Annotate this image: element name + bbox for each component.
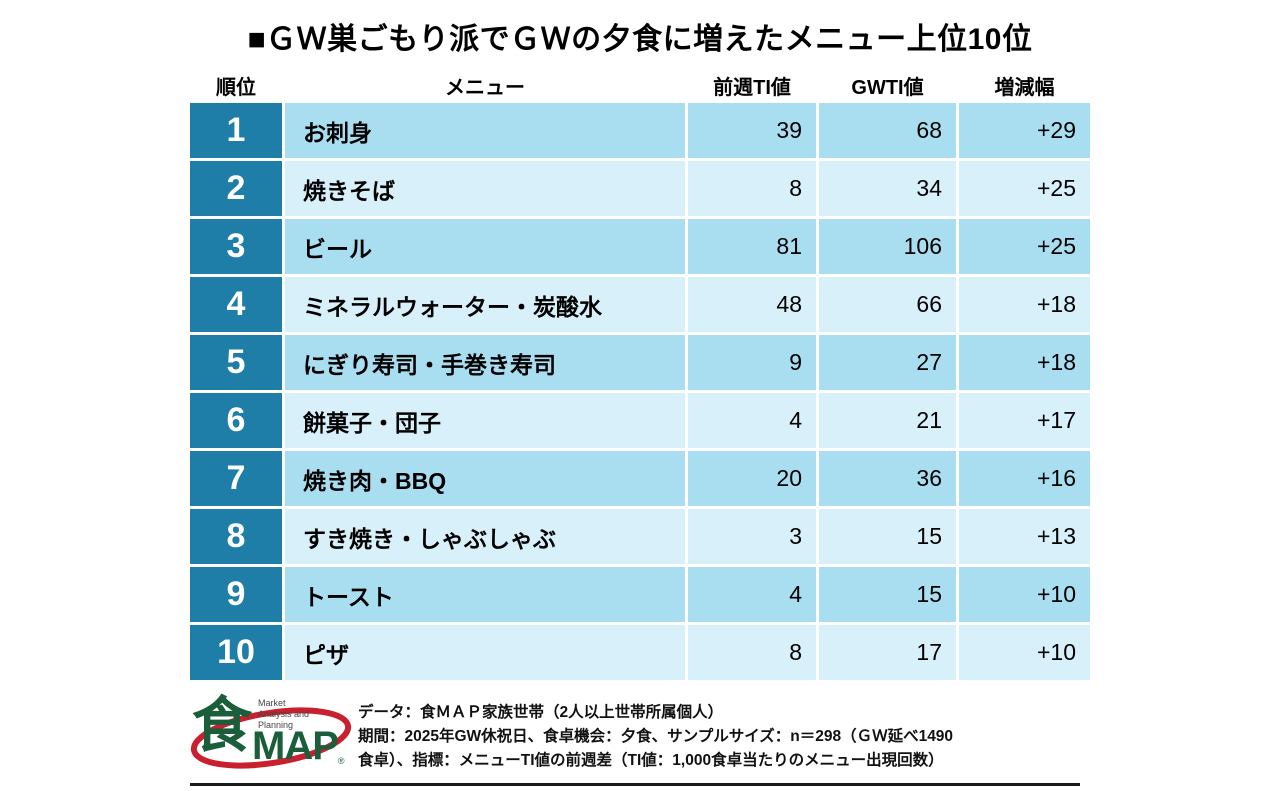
prev-ti-cell: 39 [688,103,816,158]
column-header-rank: 順位 [190,70,282,100]
prev-ti-cell: 20 [688,451,816,506]
source-footnote: データ：食ＭＡＰ家族世帯（2人以上世帯所属個人） 期間：2025年GW休祝日、食… [358,701,1080,773]
gw-ti-cell: 106 [819,219,956,274]
menu-cell: トースト [285,567,685,622]
prev-ti-cell: 8 [688,161,816,216]
table-row: 2 焼きそば 8 34 +25 [190,161,1090,216]
prev-ti-cell: 81 [688,219,816,274]
table-row: 9 トースト 4 15 +10 [190,567,1090,622]
registered-mark-icon: ® [337,756,345,766]
menu-cell: 餅菓子・団子 [285,393,685,448]
table-row: 7 焼き肉・BBQ 20 36 +16 [190,451,1090,506]
table-row: 1 お刺身 39 68 +29 [190,103,1090,158]
menu-cell: お刺身 [285,103,685,158]
diff-cell: +13 [959,509,1090,564]
gw-ti-cell: 17 [819,625,956,680]
gw-ti-cell: 15 [819,567,956,622]
logo-tagline-line: Analysis and [258,709,310,719]
logo-food-char: 食 [192,692,252,759]
rank-cell: 5 [190,335,282,390]
footnote-line-2: 期間：2025年GW休祝日、食卓機会：夕食、サンプルサイズ：n＝298（ＧＷ延べ… [358,728,954,745]
rank-cell: 3 [190,219,282,274]
diff-cell: +10 [959,625,1090,680]
rank-cell: 9 [190,567,282,622]
logo-tagline-line: Planning [258,720,294,730]
ranking-table: 順位 メニュー 前週TI値 GWTI値 増減幅 1 お刺身 39 68 +29 … [190,70,1090,683]
rank-cell: 8 [190,509,282,564]
diff-cell: +18 [959,335,1090,390]
rank-cell: 10 [190,625,282,680]
rank-cell: 1 [190,103,282,158]
table-row: 4 ミネラルウォーター・炭酸水 48 66 +18 [190,277,1090,332]
gw-ti-cell: 36 [819,451,956,506]
diff-cell: +17 [959,393,1090,448]
menu-cell: ミネラルウォーター・炭酸水 [285,277,685,332]
page-title: ■ＧＷ巣ごもり派でＧＷの夕食に増えたメニュー上位10位 [247,23,1033,56]
menu-cell: 焼き肉・BBQ [285,451,685,506]
menu-cell: にぎり寿司・手巻き寿司 [285,335,685,390]
diff-cell: +18 [959,277,1090,332]
diff-cell: +25 [959,161,1090,216]
prev-ti-cell: 9 [688,335,816,390]
menu-cell: すき焼き・しゃぶしゃぶ [285,509,685,564]
logo-tagline: Market Analysis and Planning [258,698,309,731]
bottom-rule [190,783,1080,786]
logo-tagline-line: Market [258,698,286,708]
gw-ti-cell: 15 [819,509,956,564]
rank-cell: 2 [190,161,282,216]
table-header-row: 順位 メニュー 前週TI値 GWTI値 増減幅 [190,70,1090,100]
diff-cell: +16 [959,451,1090,506]
menu-cell: ピザ [285,625,685,680]
shokumap-logo: 食 Market Analysis and Planning MAP® [190,690,355,782]
footnote-line-1: データ：食ＭＡＰ家族世帯（2人以上世帯所属個人） [358,704,724,721]
diff-cell: +25 [959,219,1090,274]
table-row: 8 すき焼き・しゃぶしゃぶ 3 15 +13 [190,509,1090,564]
prev-ti-cell: 4 [688,567,816,622]
table-row: 3 ビール 81 106 +25 [190,219,1090,274]
table-row: 6 餅菓子・団子 4 21 +17 [190,393,1090,448]
rank-cell: 6 [190,393,282,448]
prev-ti-cell: 4 [688,393,816,448]
table-row: 5 にぎり寿司・手巻き寿司 9 27 +18 [190,335,1090,390]
column-header-prev-ti: 前週TI値 [688,70,816,100]
gw-ti-cell: 21 [819,393,956,448]
prev-ti-cell: 48 [688,277,816,332]
rank-cell: 7 [190,451,282,506]
gw-ti-cell: 27 [819,335,956,390]
column-header-diff: 増減幅 [959,70,1090,100]
menu-cell: 焼きそば [285,161,685,216]
menu-cell: ビール [285,219,685,274]
footnote-line-3: 食卓）、指標：メニューTI値の前週差（TI値：1,000食卓当たりのメニュー出現… [358,752,944,769]
diff-cell: +29 [959,103,1090,158]
prev-ti-cell: 8 [688,625,816,680]
logo-swoosh-icon [190,707,352,769]
column-header-menu: メニュー [285,70,685,100]
gw-ti-cell: 34 [819,161,956,216]
table-row: 10 ピザ 8 17 +10 [190,625,1090,680]
gw-ti-cell: 68 [819,103,956,158]
column-header-gw-ti: GWTI値 [819,70,956,100]
prev-ti-cell: 3 [688,509,816,564]
diff-cell: +10 [959,567,1090,622]
gw-ti-cell: 66 [819,277,956,332]
rank-cell: 4 [190,277,282,332]
logo-map-text: MAP® [252,724,345,768]
